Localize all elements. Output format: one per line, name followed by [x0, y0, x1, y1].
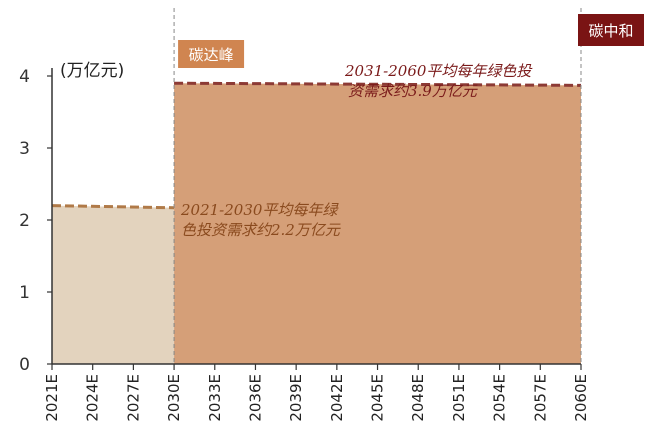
y-tick-label: 1 [19, 283, 30, 303]
x-tick-label: 2036E [246, 374, 264, 422]
x-tick-label: 2048E [409, 374, 427, 422]
y-tick-label: 4 [19, 67, 30, 87]
annotation-2021-2030-line-1: 2021-2030平均每年绿 [180, 201, 339, 219]
area-top-line-1 [51, 204, 175, 210]
x-tick-label: 2051E [450, 374, 468, 422]
y-axis-label: (万亿元) [60, 61, 124, 81]
x-tick-label: 2057E [531, 374, 549, 422]
x-tick-label: 2045E [369, 374, 387, 422]
area-region-1 [52, 205, 175, 364]
x-tick-label: 2039E [287, 374, 305, 422]
area-region-2 [174, 83, 582, 364]
y-tick-label: 3 [19, 139, 30, 159]
x-tick-label: 2021E [43, 374, 61, 422]
badge-neutral-label: 碳中和 [588, 22, 633, 40]
badge-peak [178, 40, 245, 68]
y-tick-label: 2 [19, 211, 30, 231]
annotation-2021-2030-line-2: 色投资需求约2.2万亿元 [181, 221, 341, 239]
x-tick-label: 2054E [491, 374, 509, 422]
x-tick-label: 2033E [206, 374, 224, 422]
x-tick-label: 2060E [572, 374, 590, 422]
x-tick-label: 2042E [328, 374, 346, 422]
badge-peak-label: 碳达峰 [189, 46, 234, 64]
badge-neutral [578, 14, 644, 46]
x-tick-label: 2027E [124, 374, 142, 422]
annotation-2031-2060-line-1: 2031-2060平均每年绿色投 [344, 62, 533, 80]
area-top-line-2 [174, 81, 582, 87]
annotation-2031-2060-line-2: 资需求约3.9万亿元 [348, 82, 478, 100]
y-tick-label: 0 [19, 355, 30, 375]
x-tick-label: 2024E [84, 374, 102, 422]
x-tick-label: 2030E [165, 374, 183, 422]
